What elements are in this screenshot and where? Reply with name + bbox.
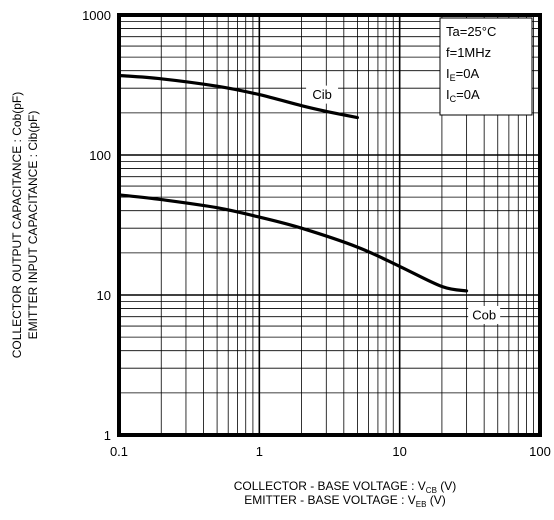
series-line-cob: [117, 193, 469, 293]
series-lines: [117, 73, 469, 293]
x-axis-label-line2: EMITTER - BASE VOLTAGE : VEB (V): [244, 493, 446, 509]
condition-sub: C: [450, 94, 457, 104]
condition-main: I: [446, 87, 450, 102]
x-tick-label: 0.1: [110, 444, 128, 459]
x-tick-label: 1: [256, 444, 263, 459]
x-tick-label: 10: [392, 444, 406, 459]
x-axis-label-line1-unit: (V): [437, 479, 456, 493]
plot-frame: [117, 13, 542, 437]
x-axis-label-line2-main: EMITTER - BASE VOLTAGE : V: [244, 493, 416, 507]
condition-sub: E: [450, 73, 456, 83]
series-label-cob: Cob: [472, 307, 496, 322]
series-labels: Cib Cob: [306, 85, 501, 324]
condition-text: Ta=25°C: [446, 24, 496, 39]
condition-text: IE=0A: [446, 66, 479, 83]
condition-main: f=1MHz: [446, 45, 491, 60]
x-tick-label: 100: [529, 444, 551, 459]
y-tick-label: 100: [89, 148, 111, 163]
x-axis-label-line1-sub: CB: [426, 486, 437, 495]
condition-main: I: [446, 66, 450, 81]
x-axis-label-line1-main: COLLECTOR - BASE VOLTAGE : V: [234, 479, 426, 493]
y-tick-label: 10: [97, 288, 111, 303]
condition-text: IC=0A: [446, 87, 480, 104]
condition-rest: =0A: [456, 66, 480, 81]
conditions-legend-background: [439, 17, 533, 116]
y-tick-label: 1: [104, 428, 111, 443]
condition-text: f=1MHz: [446, 45, 491, 60]
series-label-cib: Cib: [312, 87, 332, 102]
condition-rest: =0A: [456, 87, 480, 102]
series-line-cib: [117, 73, 359, 120]
x-axis-label-line2-sub: EB: [416, 500, 427, 509]
y-axis-label-line1: COLLECTOR OUTPUT CAPACITANCE : Cob(pF): [10, 92, 24, 359]
x-axis-label-line1: COLLECTOR - BASE VOLTAGE : VCB (V): [234, 479, 457, 495]
y-axis-label-line2: EMITTER INPUT CAPACITANCE : Cib(pF): [26, 111, 40, 340]
series-label-bg-cob: [468, 305, 501, 324]
condition-main: Ta=25°C: [446, 24, 496, 39]
y-tick-label: 1000: [82, 8, 111, 23]
series-label-bg-cib: [306, 85, 339, 104]
x-axis-label-line2-unit: (V): [426, 493, 445, 507]
